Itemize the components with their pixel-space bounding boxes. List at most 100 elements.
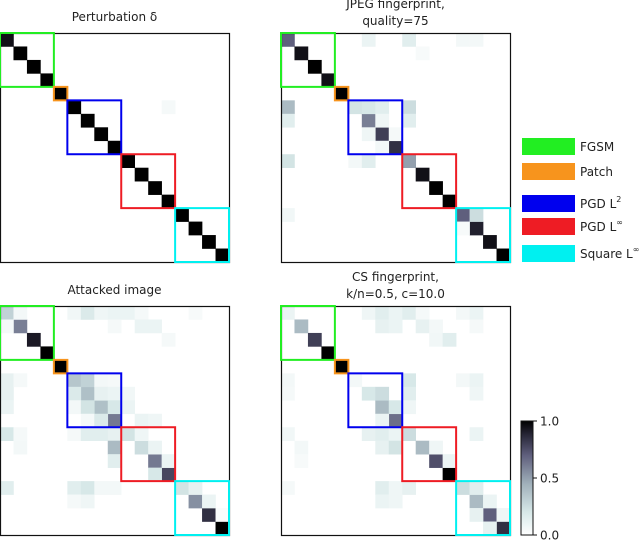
group-box-pgd-l- xyxy=(120,426,177,483)
heatmap-cell-diagonal xyxy=(483,508,497,522)
group-box-fgsm xyxy=(280,305,336,361)
heatmap-cell-diagonal xyxy=(134,440,149,455)
heatmap-cell xyxy=(67,306,82,320)
group-box-patch xyxy=(52,358,69,375)
group-box-patch xyxy=(333,85,350,102)
axes-frame xyxy=(280,32,512,264)
legend-swatch xyxy=(522,218,575,235)
heatmap-cell xyxy=(388,481,403,495)
heatmap-cell xyxy=(121,400,136,415)
heatmap-cell-diagonal xyxy=(175,208,189,222)
heatmap-cell-diagonal xyxy=(402,154,417,169)
heatmap-cell xyxy=(80,481,95,495)
heatmap-cell xyxy=(456,33,470,47)
legend-label-text: PGD L xyxy=(580,197,617,211)
heatmap-cell xyxy=(402,373,417,388)
heatmap-cell xyxy=(67,386,82,401)
colorbar-tick-label: 0.5 xyxy=(540,472,559,486)
heatmap-cell xyxy=(388,440,403,455)
heatmap-cell-diagonal xyxy=(53,86,68,101)
panel-title: quality=75 xyxy=(362,14,428,28)
heatmap-cell xyxy=(469,427,484,442)
heatmap-cell-diagonal xyxy=(361,113,376,128)
heatmap-cell xyxy=(107,427,122,442)
heatmap-cell-diagonal xyxy=(469,494,484,509)
heatmap-cell xyxy=(469,208,484,222)
heatmap-cell-diagonal xyxy=(415,440,430,455)
legend-label: Patch xyxy=(580,165,613,179)
heatmap-cell xyxy=(13,427,28,442)
heatmap-cell-diagonal xyxy=(0,306,14,320)
heatmap-cell xyxy=(456,306,470,320)
heatmap-cell-diagonal xyxy=(202,235,216,249)
legend-label: FGSM xyxy=(580,140,614,154)
heatmap-cell-diagonal xyxy=(94,400,109,415)
heatmap-cell xyxy=(375,427,390,442)
heatmap-cell-diagonal xyxy=(107,413,122,428)
heatmap-cell-diagonal xyxy=(13,46,28,61)
heatmap-cell xyxy=(415,306,430,320)
heatmap-cell-diagonal xyxy=(94,127,109,142)
heatmap-cell xyxy=(281,373,295,388)
heatmap-cell xyxy=(281,100,295,115)
heatmap-cell xyxy=(402,100,417,115)
heatmap-cell xyxy=(361,33,376,47)
colorbar-bar xyxy=(520,420,534,536)
axes-frame xyxy=(280,305,512,537)
heatmap-cell xyxy=(402,400,417,415)
heatmap-cell xyxy=(402,386,417,401)
heatmap-cell xyxy=(188,481,203,495)
heatmap-cell xyxy=(294,440,309,455)
heatmap-cell xyxy=(0,427,14,442)
heatmap-cell xyxy=(161,454,176,468)
heatmap-cell xyxy=(402,33,417,47)
heatmap-panel-3: Attacked image xyxy=(0,283,231,537)
heatmap-cell xyxy=(361,427,376,442)
heatmap-cell xyxy=(215,508,230,522)
heatmap-cell xyxy=(361,154,376,169)
heatmap-cell xyxy=(107,373,122,388)
panel-title: Perturbation δ xyxy=(72,10,157,24)
heatmap-cell-diagonal xyxy=(456,208,470,222)
heatmap-cell xyxy=(148,467,162,482)
heatmap-cell xyxy=(496,508,511,522)
heatmap-cell xyxy=(375,140,390,155)
group-box-square-l- xyxy=(174,207,230,263)
heatmap-cell-diagonal xyxy=(148,181,162,195)
heatmap-cell xyxy=(469,33,484,47)
heatmap-cell-diagonal xyxy=(161,467,176,482)
heatmap-cell xyxy=(13,440,28,455)
legend-label: PGD L∞ xyxy=(580,218,623,234)
heatmap-cell-diagonal xyxy=(361,386,376,401)
heatmap-cell xyxy=(375,100,390,115)
heatmap-cell xyxy=(107,454,122,468)
group-box-square-l- xyxy=(455,480,511,536)
heatmap-cell-diagonal xyxy=(13,319,28,334)
heatmap-panel-2: JPEG fingerprint, quality=75 xyxy=(280,0,512,264)
legend-item: PGD L∞ xyxy=(522,218,623,235)
heatmap-cell xyxy=(388,427,403,442)
heatmap-cell-diagonal xyxy=(429,454,443,468)
legend-label-text: PGD L xyxy=(580,220,617,234)
heatmap-cell-diagonal xyxy=(281,306,295,320)
heatmap-cell xyxy=(361,127,376,142)
heatmap-panel-4: CS fingerprint, k/n=0.5, c=10.0 xyxy=(280,270,512,537)
legend-label-superscript: 2 xyxy=(616,195,621,204)
heatmap-cell-diagonal xyxy=(80,386,95,401)
heatmap-cell xyxy=(107,306,122,320)
heatmap-cell xyxy=(469,481,484,495)
legend-label-superscript: ∞ xyxy=(616,218,623,227)
heatmap-cell xyxy=(161,332,176,347)
heatmap-cell-diagonal xyxy=(188,221,203,236)
heatmap-cell-diagonal xyxy=(496,521,511,536)
heatmap-cell-diagonal xyxy=(348,100,363,115)
heatmap-cell xyxy=(469,306,484,320)
heatmap-cell xyxy=(415,319,430,334)
heatmap-cell xyxy=(375,481,390,495)
heatmap-cell xyxy=(388,319,403,334)
colorbar-tick-label: 1.0 xyxy=(540,415,559,429)
heatmap-cell-diagonal xyxy=(161,194,176,209)
heatmap-cell-diagonal xyxy=(483,235,497,249)
heatmap-cell-diagonal xyxy=(321,346,336,361)
